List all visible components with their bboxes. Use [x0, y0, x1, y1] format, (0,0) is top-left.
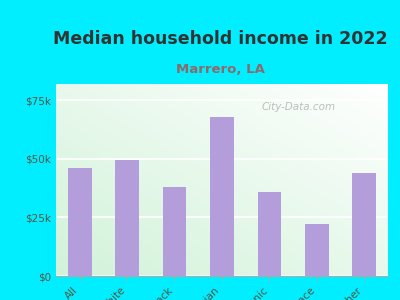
- Bar: [68, 168, 92, 276]
- Bar: [258, 192, 281, 276]
- Text: Median household income in 2022: Median household income in 2022: [53, 30, 387, 48]
- Bar: [115, 160, 139, 276]
- Bar: [210, 117, 234, 276]
- Text: Marrero, LA: Marrero, LA: [176, 63, 264, 76]
- Bar: [352, 173, 376, 276]
- Bar: [163, 187, 186, 276]
- Bar: [305, 224, 329, 276]
- Text: City-Data.com: City-Data.com: [261, 102, 336, 112]
